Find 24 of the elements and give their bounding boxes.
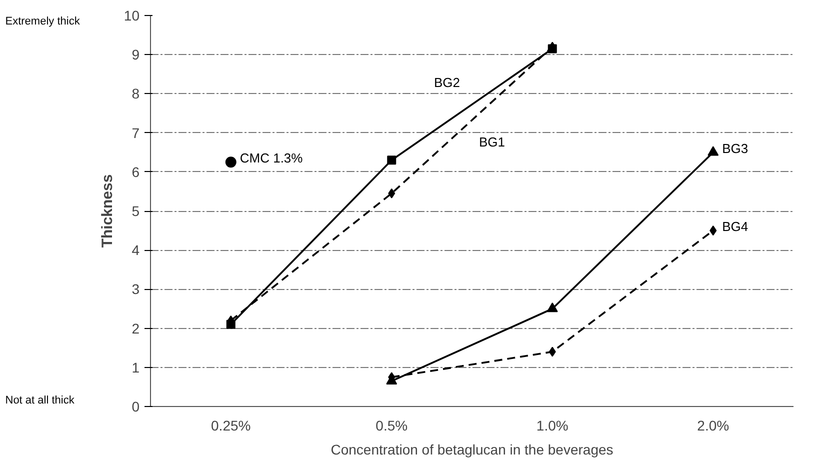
text: Extremely thick bbox=[5, 16, 80, 28]
x-tick-label: 0.5% bbox=[376, 418, 408, 434]
text: Not at all thick bbox=[5, 394, 75, 406]
series-label: CMC 1.3% bbox=[240, 150, 304, 166]
y-axis-title: Thickness bbox=[98, 174, 116, 248]
y-tick-label: 9 bbox=[132, 46, 140, 63]
series-label: BG1 bbox=[478, 134, 506, 150]
y-tick-label: 0 bbox=[132, 398, 140, 414]
x-tick-label: 1.0% bbox=[536, 418, 568, 434]
y-tick-label: 3 bbox=[132, 281, 140, 298]
y-tick-label: 1 bbox=[132, 359, 140, 376]
y-tick-label: 4 bbox=[132, 242, 140, 258]
x-axis-title: Concentration of betaglucan in the beverages bbox=[330, 442, 614, 458]
x-tick-label: 0.25% bbox=[211, 418, 251, 434]
y-tick-label: 10 bbox=[124, 8, 140, 24]
y-tick-label: 8 bbox=[132, 86, 140, 102]
y-tick-label: 2 bbox=[132, 320, 140, 336]
series-label: BG3 bbox=[722, 140, 748, 156]
x-tick-label: 2.0% bbox=[697, 418, 730, 434]
y-tick-label: 7 bbox=[132, 124, 140, 141]
y-tick-label: 5 bbox=[132, 203, 140, 219]
y-tick-label: 6 bbox=[132, 164, 140, 180]
series-label: BG4 bbox=[722, 219, 748, 234]
series-label: BG2 bbox=[434, 74, 460, 90]
